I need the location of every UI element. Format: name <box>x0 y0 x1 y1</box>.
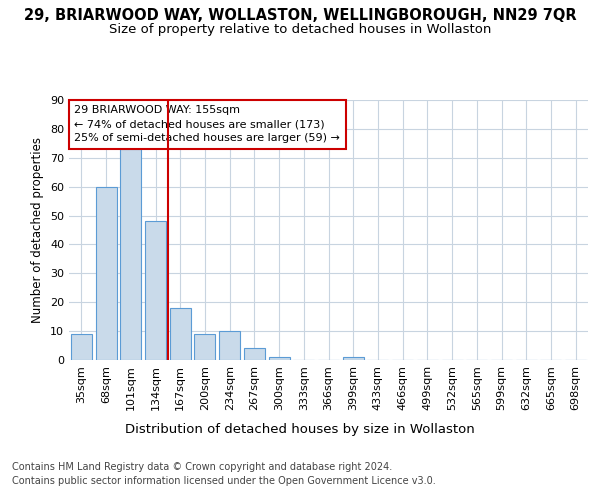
Text: Distribution of detached houses by size in Wollaston: Distribution of detached houses by size … <box>125 422 475 436</box>
Text: Contains public sector information licensed under the Open Government Licence v3: Contains public sector information licen… <box>12 476 436 486</box>
Bar <box>120 149 141 360</box>
Bar <box>269 357 290 360</box>
Bar <box>170 308 191 360</box>
Bar <box>145 222 166 360</box>
Bar <box>343 357 364 360</box>
Text: Size of property relative to detached houses in Wollaston: Size of property relative to detached ho… <box>109 22 491 36</box>
Bar <box>244 348 265 360</box>
Text: Contains HM Land Registry data © Crown copyright and database right 2024.: Contains HM Land Registry data © Crown c… <box>12 462 392 472</box>
Text: 29, BRIARWOOD WAY, WOLLASTON, WELLINGBOROUGH, NN29 7QR: 29, BRIARWOOD WAY, WOLLASTON, WELLINGBOR… <box>23 8 577 22</box>
Y-axis label: Number of detached properties: Number of detached properties <box>31 137 44 323</box>
Text: 29 BRIARWOOD WAY: 155sqm
← 74% of detached houses are smaller (173)
25% of semi-: 29 BRIARWOOD WAY: 155sqm ← 74% of detach… <box>74 105 340 143</box>
Bar <box>71 334 92 360</box>
Bar <box>95 186 116 360</box>
Bar <box>219 331 240 360</box>
Bar <box>194 334 215 360</box>
